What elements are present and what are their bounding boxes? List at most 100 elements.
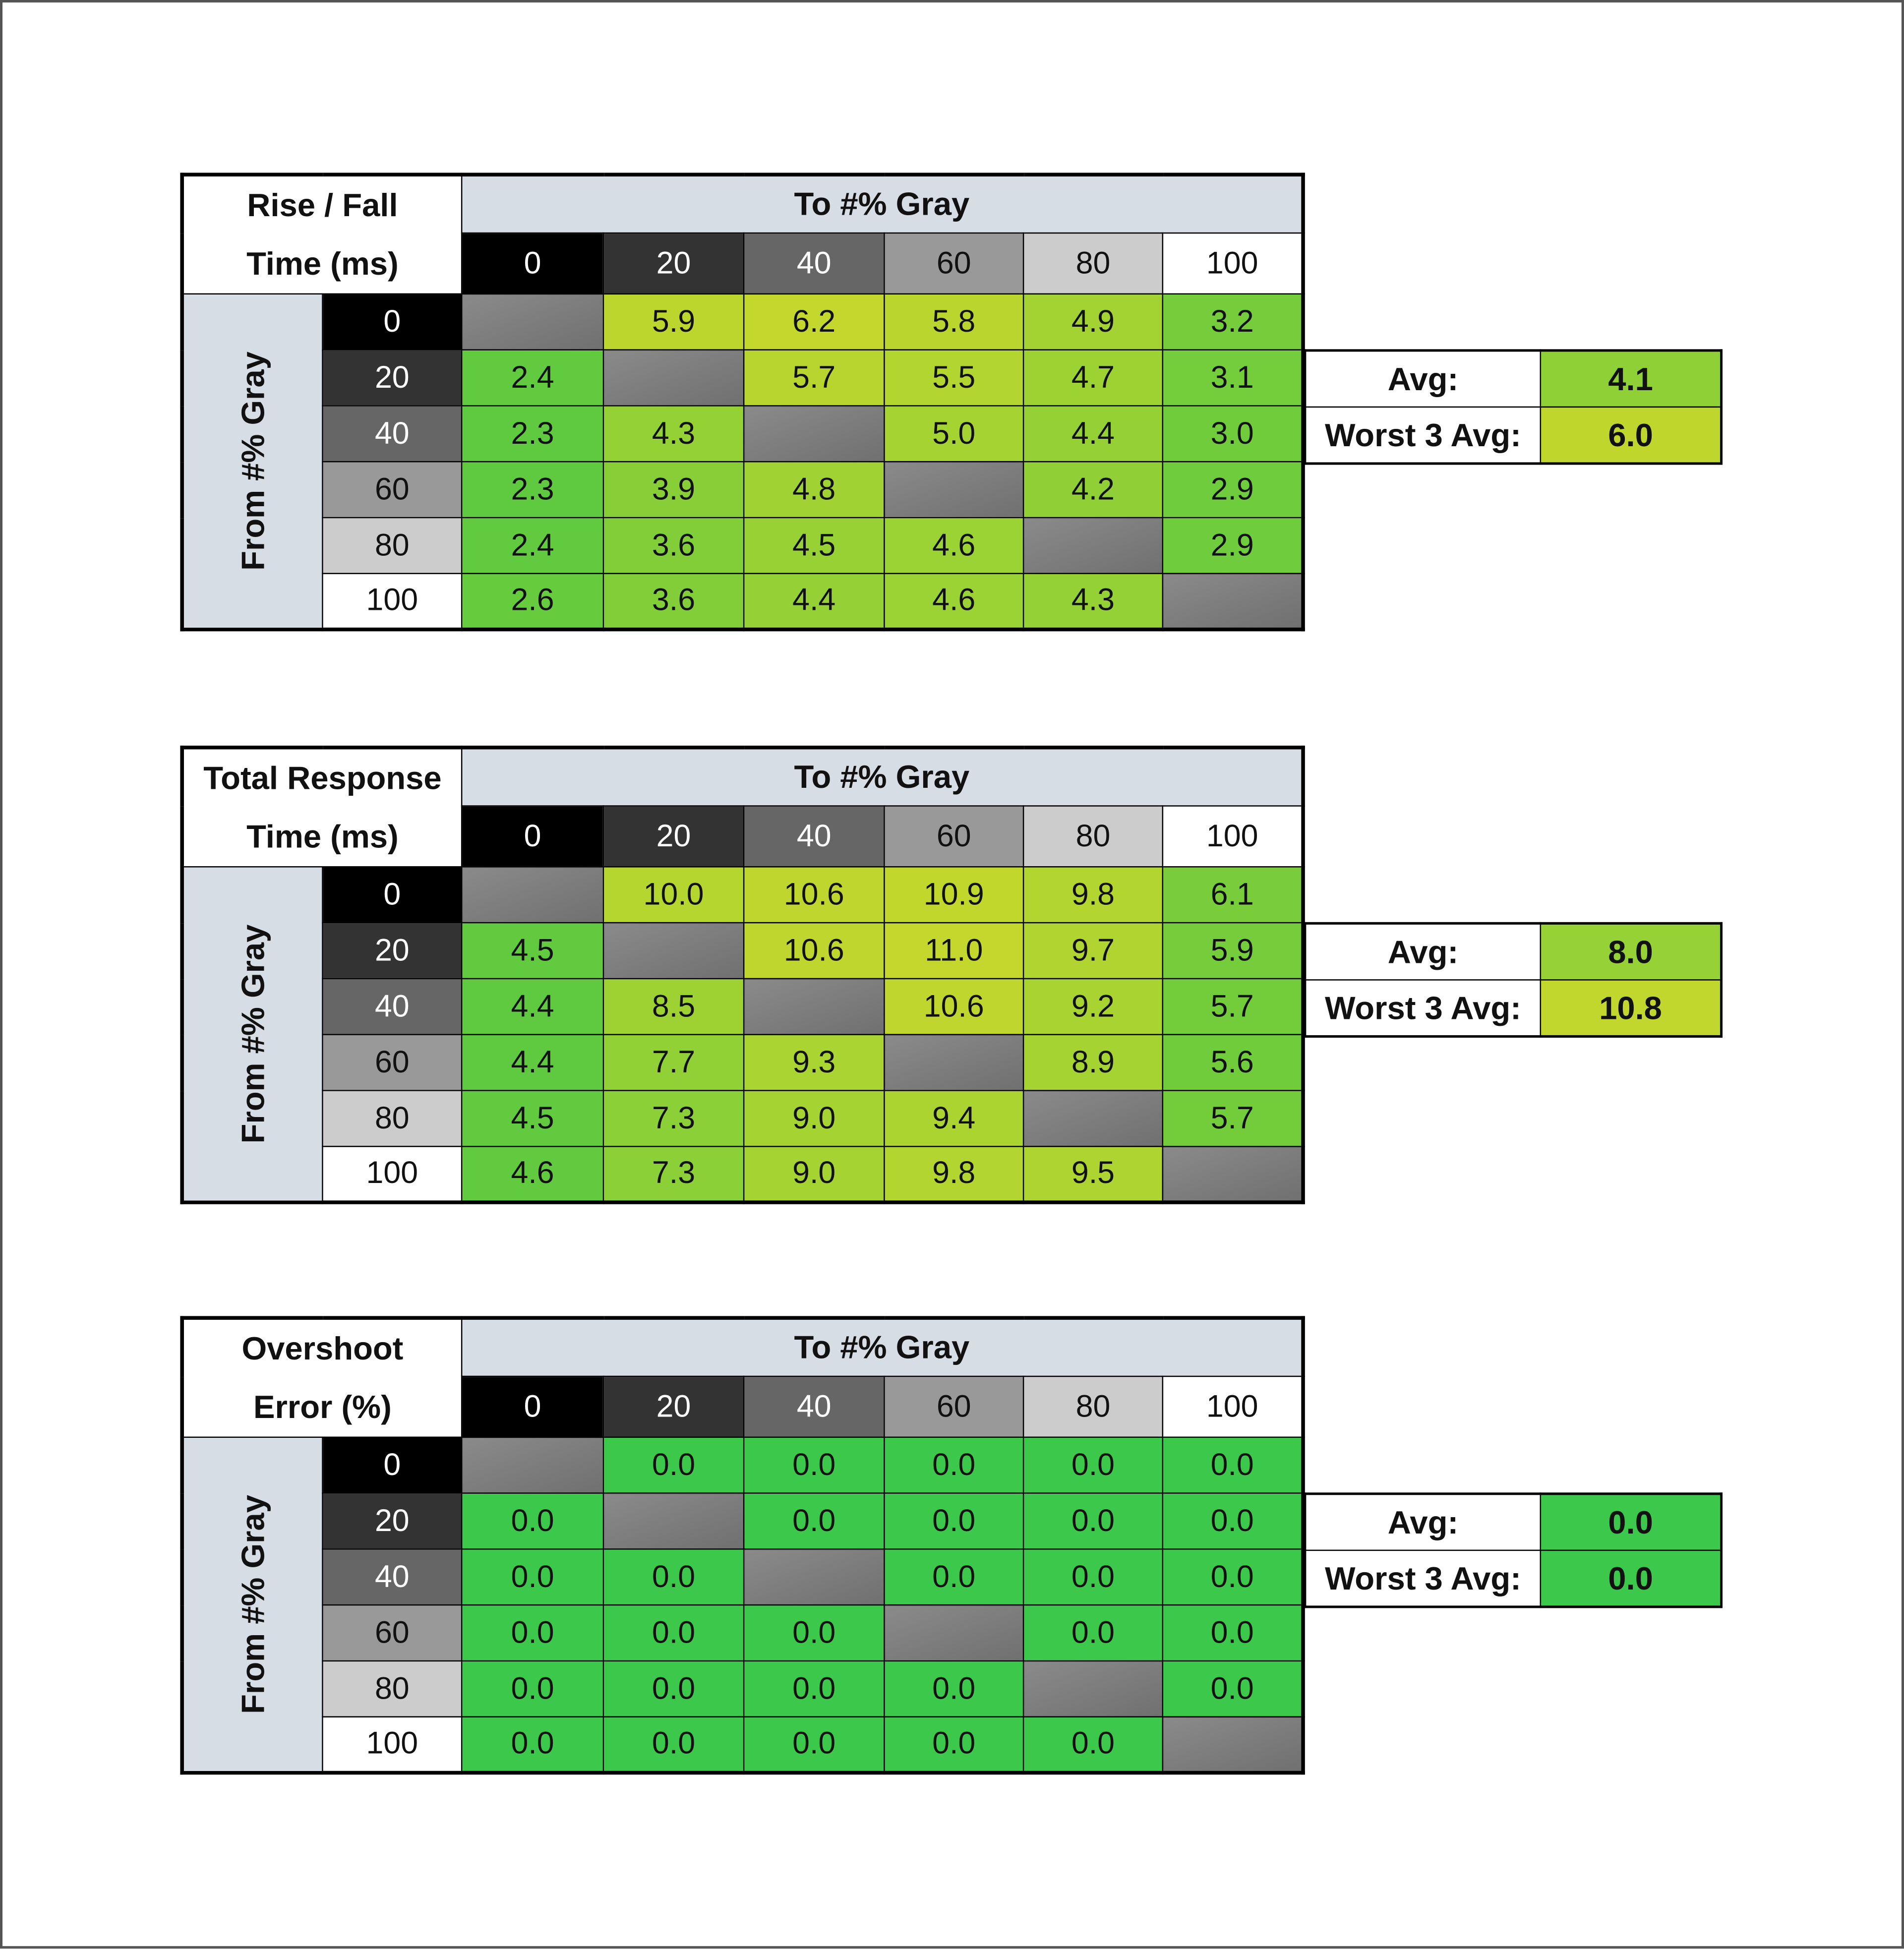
title-line-2: Time (ms) xyxy=(246,818,399,855)
from-gray-level: 60 xyxy=(322,461,463,519)
value-cell: 0.0 xyxy=(743,1492,885,1550)
value-cell: 5.8 xyxy=(884,293,1024,351)
value-cell: 0.0 xyxy=(1022,1548,1164,1606)
to-gray-level: 40 xyxy=(743,232,885,295)
value-cell: 4.3 xyxy=(602,405,745,463)
value-cell: 4.4 xyxy=(461,978,604,1035)
diagonal-cell xyxy=(1022,1660,1164,1717)
to-gray-header: To #% Gray xyxy=(461,747,1304,807)
value-cell: 10.6 xyxy=(743,866,885,924)
value-cell: 9.0 xyxy=(743,1090,885,1147)
summary-label: Worst 3 Avg: xyxy=(1304,1549,1542,1608)
value-cell: 4.4 xyxy=(1022,405,1164,463)
table-row: 80 2.4 3.6 4.5 4.6 2.9 xyxy=(182,517,1304,575)
value-cell: 2.3 xyxy=(461,405,604,463)
table-title: Rise / Fall Time (ms) xyxy=(181,174,463,295)
title-line-1: Overshoot xyxy=(241,1329,404,1367)
diagonal-cell xyxy=(884,1034,1024,1091)
diagonal-cell xyxy=(461,1436,604,1494)
from-gray-level: 100 xyxy=(322,1145,463,1203)
response-matrix: Total Response Time (ms) To #% Gray 0 20 40 60… xyxy=(180,745,1305,1204)
value-cell: 5.5 xyxy=(884,349,1024,407)
from-gray-level: 80 xyxy=(322,1090,463,1147)
value-cell: 0.0 xyxy=(743,1716,885,1773)
value-cell: 5.0 xyxy=(884,405,1024,463)
from-gray-level: 60 xyxy=(322,1034,463,1091)
table-block: Rise / Fall Time (ms) To #% Gray 0 20 40 60 80 1… xyxy=(180,173,1305,632)
from-gray-level: 0 xyxy=(322,866,463,924)
from-gray-level: 20 xyxy=(322,1492,463,1550)
value-cell: 0.0 xyxy=(884,1660,1024,1717)
value-cell: 0.0 xyxy=(1162,1548,1304,1606)
value-cell: 6.1 xyxy=(1162,866,1304,924)
value-cell: 0.0 xyxy=(1162,1604,1304,1662)
to-gray-level: 20 xyxy=(602,232,745,295)
value-cell: 9.4 xyxy=(884,1090,1024,1147)
summary-value: 8.0 xyxy=(1540,923,1722,981)
summary-box: Avg: 8.0 Worst 3 Avg: 10.8 xyxy=(1304,922,1723,1038)
to-gray-level: 80 xyxy=(1022,1375,1164,1438)
value-cell: 7.3 xyxy=(602,1090,745,1147)
diagonal-cell xyxy=(743,405,885,463)
table-row: From #% Gray 0 0.0 0.0 0.0 0.0 0.0 xyxy=(181,1436,1304,1773)
value-cell: 0.0 xyxy=(1162,1660,1304,1717)
table-row: 100 4.6 7.3 9.0 9.8 9.5 xyxy=(182,1145,1304,1203)
value-cell: 10.0 xyxy=(602,866,745,924)
table-row: 60 4.4 7.7 9.3 8.9 5.6 xyxy=(182,1034,1304,1091)
value-cell: 6.2 xyxy=(743,293,885,351)
value-cell: 4.9 xyxy=(1022,293,1164,351)
value-cell: 4.3 xyxy=(1022,573,1164,630)
to-gray-level: 60 xyxy=(884,1375,1024,1438)
from-gray-text: From #% Gray xyxy=(234,351,271,571)
from-gray-level: 0 xyxy=(322,293,463,351)
value-cell: 3.0 xyxy=(1162,405,1304,463)
to-gray-level: 0 xyxy=(461,1375,604,1438)
from-gray-label: From #% Gray xyxy=(181,866,323,1203)
summary-label: Avg: xyxy=(1304,1493,1542,1551)
from-gray-level: 60 xyxy=(322,1604,463,1662)
value-cell: 7.3 xyxy=(602,1145,745,1203)
to-gray-level: 100 xyxy=(1162,805,1304,868)
value-cell: 4.7 xyxy=(1022,349,1164,407)
table-title: Total Response Time (ms) xyxy=(181,747,463,868)
value-cell: 0.0 xyxy=(884,1716,1024,1773)
from-gray-label: From #% Gray xyxy=(181,293,323,630)
to-gray-level: 100 xyxy=(1162,1375,1304,1438)
diagonal-cell xyxy=(1022,1090,1164,1147)
diagonal-cell xyxy=(461,293,604,351)
diagonal-cell xyxy=(884,1604,1024,1662)
value-cell: 3.9 xyxy=(602,461,745,519)
summary-value: 0.0 xyxy=(1540,1493,1722,1551)
value-cell: 4.5 xyxy=(743,517,885,575)
from-gray-level: 100 xyxy=(322,573,463,630)
value-cell: 4.6 xyxy=(884,573,1024,630)
value-cell: 5.7 xyxy=(1162,978,1304,1035)
diagonal-cell xyxy=(884,461,1024,519)
table-title: Overshoot Error (%) xyxy=(181,1317,463,1438)
diagonal-cell xyxy=(743,978,885,1035)
table-block: Total Response Time (ms) To #% Gray 0 20 40 60… xyxy=(180,745,1305,1204)
value-cell: 5.7 xyxy=(1162,1090,1304,1147)
diagonal-cell xyxy=(461,866,604,924)
title-line-1: Rise / Fall xyxy=(247,186,398,224)
to-gray-level: 20 xyxy=(602,1375,745,1438)
value-cell: 7.7 xyxy=(602,1034,745,1091)
value-cell: 9.7 xyxy=(1022,922,1164,980)
value-cell: 0.0 xyxy=(461,1604,604,1662)
diagonal-cell xyxy=(1162,1145,1304,1203)
summary-label: Worst 3 Avg: xyxy=(1304,406,1542,465)
to-gray-level: 40 xyxy=(743,1375,885,1438)
table-row: 60 2.3 3.9 4.8 4.2 2.9 xyxy=(182,461,1304,519)
value-cell: 11.0 xyxy=(884,922,1024,980)
table-row: 80 4.5 7.3 9.0 9.4 5.7 xyxy=(182,1090,1304,1147)
value-cell: 0.0 xyxy=(1022,1492,1164,1550)
value-cell: 9.8 xyxy=(884,1145,1024,1203)
response-matrix: Overshoot Error (%) To #% Gray 0 20 40 60 80 100… xyxy=(180,1316,1305,1775)
value-cell: 10.9 xyxy=(884,866,1024,924)
to-gray-level: 60 xyxy=(884,232,1024,295)
value-cell: 2.4 xyxy=(461,517,604,575)
value-cell: 0.0 xyxy=(884,1492,1024,1550)
diagonal-cell xyxy=(602,922,745,980)
value-cell: 4.5 xyxy=(461,922,604,980)
